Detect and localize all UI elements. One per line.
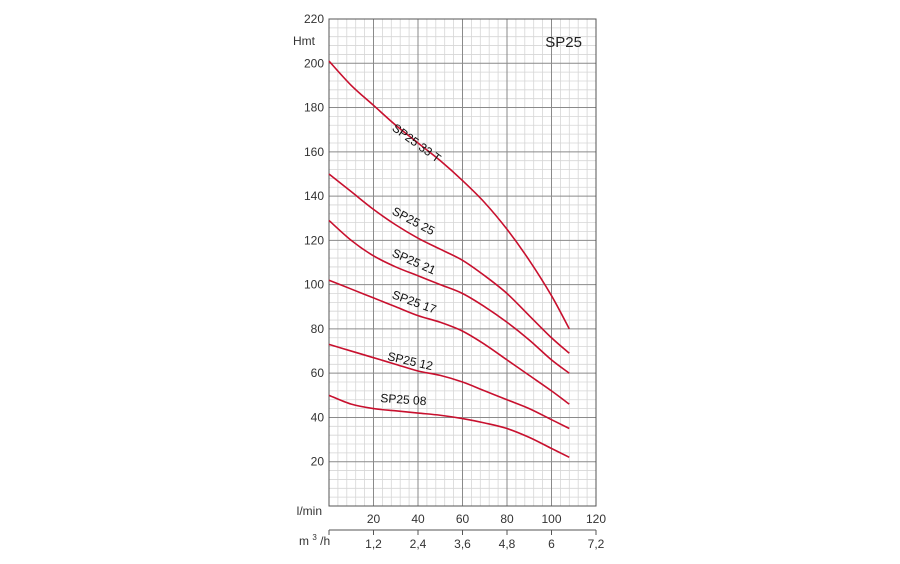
y-tick-label: 220: [304, 12, 324, 26]
y-tick-label: 100: [304, 278, 324, 292]
curve-sp25-12: [328, 343, 570, 430]
x2-tick-labels: 1,2 2,4 3,6 4,8 6 7,2: [328, 530, 605, 551]
y-tick-label: 200: [304, 56, 324, 70]
plot-frame: [328, 18, 597, 507]
curve-sp25-17: [328, 279, 570, 405]
x-tick-label: 120: [586, 512, 606, 526]
x2-tick-label: 6: [548, 537, 555, 551]
x2-tick-label: 3,6: [454, 537, 471, 551]
x2-tick-label: 4,8: [499, 537, 516, 551]
y-tick-label: 60: [311, 366, 325, 380]
curve-label: SP25 25: [390, 204, 438, 238]
y-tick-labels: 20 40 60 80 100 120 140 160 180 200 220: [304, 12, 324, 469]
y-tick-label: 20: [311, 455, 325, 469]
chart-title: SP25: [545, 34, 582, 51]
curve-sp25-21: [328, 219, 570, 374]
y-axis-label: Hmt: [293, 34, 316, 48]
y-tick-label: 40: [311, 410, 325, 424]
x-tick-label: 40: [411, 512, 425, 526]
y-tick-label: 120: [304, 233, 324, 247]
x2-tick-label: 1,2: [365, 537, 382, 551]
x-tick-label: 80: [500, 512, 514, 526]
curve-sp25-25: [328, 173, 570, 354]
curve-label: SP25 21: [390, 246, 438, 278]
x2-tick-label: 7,2: [588, 537, 605, 551]
x2-axis-label-tail: /h: [320, 534, 330, 548]
x-tick-label: 60: [456, 512, 470, 526]
x2-axis-label: m 3 /h: [299, 529, 330, 548]
x2-axis-label-base: m: [299, 534, 309, 548]
x-tick-label: 20: [367, 512, 381, 526]
y-tick-label: 180: [304, 101, 324, 115]
x-tick-label: 100: [541, 512, 561, 526]
major-grid: [329, 18, 597, 506]
curves: [328, 60, 571, 459]
x-axis-label: l/min: [297, 504, 322, 518]
curve-sp25-33-t: [328, 60, 571, 330]
y-tick-label: 160: [304, 145, 324, 159]
curve-sp25-08: [328, 394, 570, 459]
curve-label: SP25 08: [380, 391, 427, 408]
x2-tick-label: 2,4: [410, 537, 427, 551]
y-tick-label: 80: [311, 322, 325, 336]
x2-axis-label-sup: 3: [312, 533, 317, 542]
x-tick-labels: 20 40 60 80 100 120: [367, 512, 607, 526]
curve-label: SP25 17: [390, 288, 438, 317]
y-tick-label: 140: [304, 189, 324, 203]
